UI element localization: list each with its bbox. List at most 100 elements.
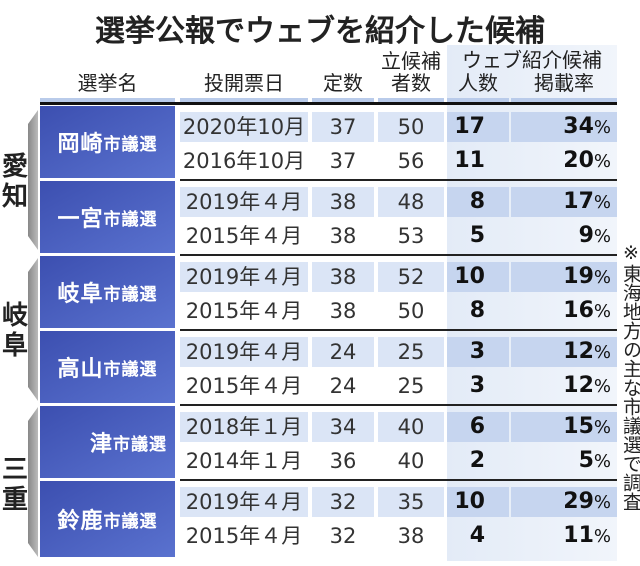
table-cell-web-count: 17 [447,112,509,142]
table-cell-date: 2015年４月 [185,524,303,548]
group-divider [180,179,617,181]
prefecture-label-gifu: 岐 阜 [2,301,29,361]
group-divider [180,404,617,406]
table-cell-web-count: 3 [447,337,509,367]
table-cell-web-rate: 12% [511,337,617,367]
table-cell-date: 2019年４月 [180,262,308,292]
percent-sign: % [593,226,611,247]
group-divider [180,329,617,331]
table-cell-candidates: 38 [397,524,425,548]
percent-sign: % [593,417,611,438]
table-cell-seats: 38 [329,299,357,323]
table-cell-seats: 32 [329,524,357,548]
header-candidates-line2: 者数 [391,71,431,95]
web-rate-value: 9 [578,223,594,248]
percent-sign: % [593,267,611,288]
footnote: ※東海地方の主な市議選で調査 [620,242,640,511]
table-cell-web-rate: 5% [511,446,617,476]
percent-sign: % [593,301,611,322]
table-cell-date: 2019年４月 [180,487,308,517]
election-name-suzuka: 鈴鹿 市議選 [40,481,175,557]
web-rate-value: 16 [563,298,594,323]
table-cell-date: 2019年４月 [180,337,308,367]
table-cell-web-count: 6 [447,412,509,442]
web-rate-value: 12 [563,339,594,364]
header-web-rate: 掲載率 [534,71,594,95]
table-cell-web-rate: 17% [511,187,617,217]
table-cell-seats: 38 [312,262,374,292]
header-bar [312,98,374,103]
table-cell-date: 2016年10月 [182,149,306,173]
web-rate-value: 5 [578,448,594,473]
table-cell-candidates: 50 [397,299,425,323]
table-cell-seats: 36 [329,449,357,473]
prefecture-label-aichi: 愛 知 [2,152,29,212]
table-cell-web-rate: 11% [511,521,617,551]
prefecture-bracket-mie [28,407,38,557]
election-name-tsu: 津市議選 [40,406,175,478]
chart-title: 選挙公報でウェブを紹介した候補 [95,14,545,49]
table-cell-web-count: 10 [447,487,509,517]
table-cell-candidates: 56 [397,149,425,173]
table-cell-date: 2015年４月 [185,374,303,398]
table-cell-web-rate: 19% [511,262,617,292]
web-rate-value: 11 [563,523,594,548]
table-cell-candidates: 25 [378,337,444,367]
table-cell-candidates: 50 [378,112,444,142]
table-cell-seats: 32 [312,487,374,517]
election-name-ichinomiya: 一宮 市議選 [40,181,175,253]
table-cell-web-count: 4 [469,523,485,548]
table-cell-web-rate: 16% [511,296,617,326]
header-web-group: ウェブ紹介候補 [462,48,602,72]
web-rate-value: 29 [563,489,594,514]
table-cell-web-rate: 9% [511,221,617,251]
table-cell-seats: 38 [329,224,357,248]
prefecture-bracket-gifu [28,258,38,401]
header-candidates-line1: 立候補 [381,49,441,73]
table-cell-web-count: 10 [447,262,509,292]
table-cell-seats: 37 [312,112,374,142]
percent-sign: % [593,376,611,397]
table-cell-date: 2015年４月 [185,299,303,323]
table-cell-date: 2018年１月 [180,412,308,442]
table-cell-web-count: 3 [469,373,485,398]
group-divider [180,479,617,481]
web-rate-value: 34 [563,114,594,139]
header-rule [40,102,617,105]
table-cell-date: 2019年４月 [180,187,308,217]
election-name-okazaki: 岡崎 市議選 [40,106,175,178]
header-bar [378,98,444,103]
percent-sign: % [593,342,611,363]
header-seats: 定数 [323,71,363,95]
table-cell-seats: 38 [312,187,374,217]
table-cell-web-rate: 15% [511,412,617,442]
table-cell-candidates: 40 [397,449,425,473]
table-cell-seats: 24 [312,337,374,367]
web-rate-value: 20 [563,148,594,173]
header-bar [511,98,617,103]
table-cell-candidates: 48 [378,187,444,217]
table-cell-web-count: 8 [469,298,485,323]
table-cell-web-rate: 12% [511,371,617,401]
table-cell-date: 2015年４月 [185,224,303,248]
header-bar [447,98,509,103]
percent-sign: % [593,151,611,172]
table-cell-seats: 24 [329,374,357,398]
web-rate-value: 15 [563,414,594,439]
table-cell-web-rate: 34% [511,112,617,142]
table-cell-candidates: 53 [397,224,425,248]
percent-sign: % [593,492,611,513]
group-divider [180,254,617,256]
table-cell-web-rate: 20% [511,146,617,176]
web-rate-value: 12 [563,373,594,398]
header-election-name: 選挙名 [77,71,138,95]
table-cell-web-count: 8 [447,187,509,217]
header-voting-date: 投開票日 [204,71,284,95]
table-cell-candidates: 52 [378,262,444,292]
table-cell-web-count: 2 [469,448,485,473]
table-cell-date: 2014年１月 [185,449,303,473]
percent-sign: % [593,192,611,213]
percent-sign: % [593,451,611,472]
table-cell-seats: 34 [312,412,374,442]
web-rate-value: 19 [563,264,594,289]
